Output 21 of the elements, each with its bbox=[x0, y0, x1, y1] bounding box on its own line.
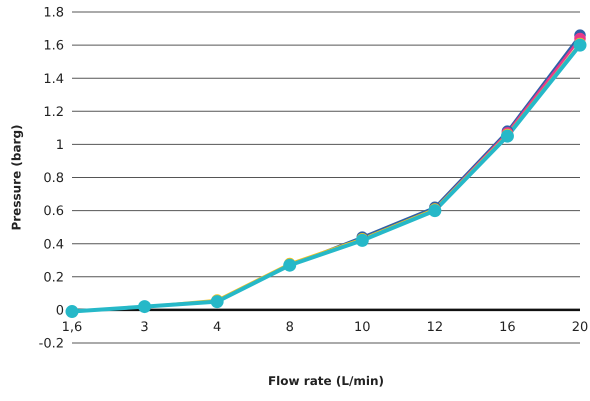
y-tick-label: 0.2 bbox=[43, 270, 64, 286]
x-tick-label: 4 bbox=[213, 320, 222, 335]
x-tick-label: 12 bbox=[426, 320, 444, 335]
x-tick-label: 1,6 bbox=[62, 320, 82, 335]
y-tick-label: 0.6 bbox=[43, 204, 64, 220]
y-tick-label: 1 bbox=[56, 138, 64, 154]
y-tick-label: 1.2 bbox=[43, 104, 64, 120]
x-tick-label: 8 bbox=[286, 320, 294, 335]
x-tick-label: 20 bbox=[572, 320, 588, 335]
x-tick-label: 10 bbox=[354, 320, 371, 335]
x-axis-title: Flow rate (L/min) bbox=[268, 374, 384, 388]
y-tick-label: -0.2 bbox=[38, 336, 64, 352]
y-tick-label: 0 bbox=[56, 304, 64, 319]
y-tick-label: 0.8 bbox=[43, 171, 64, 186]
y-tick-label: 1.4 bbox=[43, 72, 64, 87]
y-tick-label: 1.8 bbox=[43, 6, 64, 21]
x-tick-label: 16 bbox=[499, 320, 516, 335]
x-tick-label: 3 bbox=[140, 320, 149, 335]
y-axis-title: Pressure (barg) bbox=[9, 124, 24, 231]
y-tick-label: 0.4 bbox=[43, 237, 64, 252]
y-tick-label: 1.6 bbox=[43, 38, 64, 54]
